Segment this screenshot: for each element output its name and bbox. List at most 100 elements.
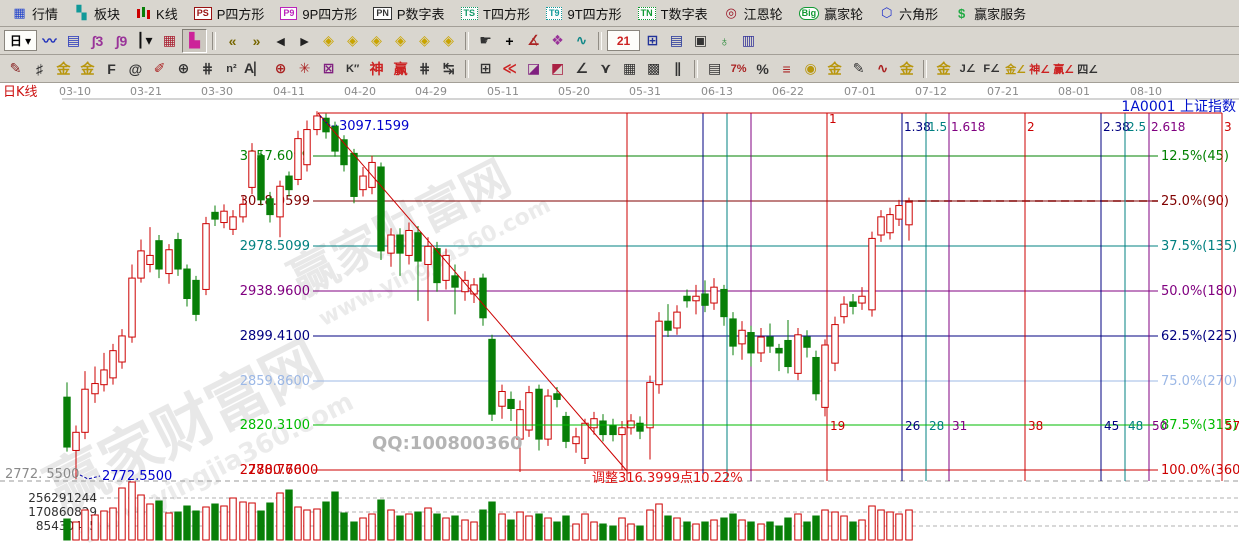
period-day-dropdown[interactable]: 日 ▾ bbox=[4, 30, 37, 51]
web-button[interactable]: ♁ bbox=[719, 32, 730, 49]
save-button[interactable]: ▣ bbox=[693, 32, 708, 48]
calculator-button[interactable]: ⊞ bbox=[646, 32, 659, 48]
star-wheel-tool[interactable]: ✳ bbox=[298, 60, 311, 76]
info-panel-icon[interactable]: ▤ bbox=[66, 32, 81, 48]
step-right-button[interactable]: ► bbox=[297, 32, 312, 49]
step-left-button[interactable]: ◄ bbox=[273, 32, 288, 49]
target-circle-tool[interactable]: ⊕ bbox=[274, 60, 287, 76]
gold-line-tool[interactable]: 金 bbox=[899, 60, 914, 77]
menu-9p-square[interactable]: P9 9P四方形 bbox=[272, 1, 365, 25]
menu-winner-service[interactable]: $ 赢家服务 bbox=[946, 1, 1034, 25]
gann-tool-button[interactable]: ❖ bbox=[551, 32, 564, 48]
ma9-icon[interactable]: ∫9 bbox=[115, 32, 128, 49]
pen-tool[interactable]: ✎ bbox=[9, 60, 22, 76]
grid-tool[interactable]: ▦ bbox=[623, 60, 637, 76]
volume-bar bbox=[646, 509, 654, 541]
volume-bar bbox=[488, 501, 496, 541]
remote-button[interactable]: ▥ bbox=[741, 32, 756, 48]
menu-gann-wheel[interactable]: ◎ 江恩轮 bbox=[716, 1, 791, 25]
shen-angle-tool[interactable]: 神∠ bbox=[1029, 63, 1051, 76]
k-quote-tool[interactable]: K″ bbox=[346, 62, 360, 75]
menu-winner-wheel[interactable]: Big 赢家轮 bbox=[791, 1, 872, 25]
ruler-123-tool[interactable]: ⋕ bbox=[418, 60, 431, 76]
menu-9t-square[interactable]: T9 9T四方形 bbox=[538, 1, 630, 25]
dollar-icon: $ bbox=[958, 5, 966, 21]
gold-circle-tool[interactable]: ◉ bbox=[804, 60, 817, 76]
diamond-vcenter-button[interactable]: ◈ bbox=[419, 32, 430, 48]
gold-lines-tool[interactable]: 金 bbox=[827, 60, 842, 77]
pct-tool[interactable]: % bbox=[756, 60, 769, 77]
spiral-tool[interactable]: @ bbox=[128, 60, 143, 77]
grid-ruler-tool[interactable]: ♯ bbox=[36, 60, 43, 77]
pen-bars-tool[interactable]: ✎ bbox=[852, 60, 865, 76]
ma3-icon[interactable]: ∫3 bbox=[91, 32, 104, 49]
chart-area[interactable]: 赢家财富网www.yingjia360.com赢家财富网www.yingjia3… bbox=[0, 83, 1239, 550]
kline-gann-chart[interactable]: 赢家财富网www.yingjia360.com赢家财富网www.yingjia3… bbox=[0, 83, 1239, 550]
ying-angle-tool[interactable]: 赢∠ bbox=[1053, 63, 1075, 76]
jump-start-button[interactable]: « bbox=[228, 32, 237, 49]
menu-t-square[interactable]: TS T四方形 bbox=[453, 1, 538, 25]
diamond-expand-button[interactable]: ◈ bbox=[443, 32, 454, 48]
diamond-right-button[interactable]: ◈ bbox=[347, 32, 358, 48]
ying-tool[interactable]: 赢 bbox=[393, 60, 408, 77]
fan-box-tool[interactable]: ◪ bbox=[527, 60, 541, 76]
measure-tool-button[interactable]: ∡ bbox=[527, 32, 540, 48]
si-angle-tool[interactable]: 四∠ bbox=[1077, 63, 1099, 76]
diamond-left-button[interactable]: ◈ bbox=[323, 32, 334, 48]
menu-p-table[interactable]: PN P数字表 bbox=[365, 1, 452, 25]
hand-tool-button[interactable]: ☛ bbox=[479, 32, 492, 48]
zigzag-tool[interactable]: ⋎ bbox=[599, 60, 612, 76]
volume-bar bbox=[276, 492, 284, 541]
angle-a-tool[interactable]: A⎸ bbox=[244, 60, 269, 76]
red-fan-tool[interactable]: ≪ bbox=[502, 60, 517, 76]
crosshair-tool-button[interactable]: + bbox=[505, 32, 514, 49]
candle-body bbox=[72, 431, 80, 451]
menu-hexagon-label: 六角形 bbox=[899, 6, 939, 22]
trend-overview-icon[interactable]: 〰 bbox=[42, 32, 57, 49]
gold-underline-tool[interactable]: 金 bbox=[936, 60, 951, 77]
box-star-tool[interactable]: ⊠ bbox=[322, 60, 335, 76]
pattern-window-icon[interactable]: ▦ bbox=[162, 32, 177, 48]
f-angle-tool[interactable]: F∠ bbox=[983, 63, 1000, 75]
notes-button[interactable]: ▤ bbox=[669, 32, 684, 48]
diamond-hcenter-button[interactable]: ◈ bbox=[371, 32, 382, 48]
main-toolbar: 日 ▾ 〰 ▤ ∫3 ∫9 ⎢▾ ▦ ▙ « » ◄ ► ◈ ◈ ◈ ◈ ◈ ◈ ☛ + ∡ ❖ ∿ 21 ⊞ ▤ ▣ ♁ ▥ bbox=[0, 27, 1239, 55]
volume-bar bbox=[174, 511, 182, 541]
calendar-button[interactable]: 21 bbox=[607, 30, 640, 51]
volume-bar bbox=[886, 511, 894, 541]
red-pen-tool[interactable]: ✐ bbox=[153, 60, 166, 76]
width-arrows-tool[interactable]: ↹ bbox=[442, 60, 455, 76]
wave-tool-button[interactable]: ∿ bbox=[575, 32, 588, 48]
j-angle-tool[interactable]: J∠ bbox=[959, 63, 976, 75]
pct7-tool[interactable]: 7% bbox=[730, 62, 747, 75]
menu-quotes[interactable]: ▦ 行情 bbox=[4, 1, 66, 25]
color-chart-icon[interactable]: ▙ bbox=[182, 28, 207, 53]
wave-cross-tool[interactable]: ∿ bbox=[876, 60, 889, 76]
volume-bar bbox=[72, 521, 80, 541]
menu-hexagon[interactable]: ⬡ 六角形 bbox=[871, 1, 946, 25]
shen-tool[interactable]: 神 bbox=[369, 60, 384, 77]
date-tick-label: 05-11 bbox=[487, 85, 519, 98]
grid-axis-tool[interactable]: ▩ bbox=[647, 60, 661, 76]
angle-lines-tool[interactable]: ∠ bbox=[575, 60, 588, 76]
candle-style-dropdown[interactable]: ⎢▾ bbox=[138, 32, 153, 48]
n-square-tool[interactable]: n² bbox=[226, 62, 237, 75]
jump-end-button[interactable]: » bbox=[252, 32, 261, 49]
f-ruler-tool[interactable]: F bbox=[107, 60, 116, 77]
gold-angle-tool[interactable]: 金∠ bbox=[1005, 63, 1027, 76]
box-frame-tool[interactable]: ⊞ bbox=[479, 60, 492, 76]
menu-sectors[interactable]: ▚ 板块 bbox=[66, 1, 128, 25]
menu-kline[interactable]: K线 bbox=[128, 1, 186, 25]
diamond-compress-button[interactable]: ◈ bbox=[395, 32, 406, 48]
clock-circle-tool[interactable]: ⊕ bbox=[177, 60, 190, 76]
gold-square-tool[interactable]: 金 bbox=[56, 60, 71, 77]
menu-p-square[interactable]: PS P四方形 bbox=[186, 1, 273, 25]
scale-bars-tool[interactable]: ▤ bbox=[708, 60, 722, 76]
volume-axis-label: 170860829 bbox=[28, 505, 97, 519]
parallel-tool[interactable]: ∥ bbox=[674, 60, 682, 76]
tick-ruler-tool[interactable]: ⋕ bbox=[201, 60, 214, 76]
pct-lines-tool[interactable]: ≡ bbox=[782, 60, 791, 77]
menu-t-table[interactable]: TN T数字表 bbox=[630, 1, 716, 25]
ray-box-tool[interactable]: ◩ bbox=[551, 60, 565, 76]
gold-square2-tool[interactable]: 金 bbox=[80, 60, 95, 77]
